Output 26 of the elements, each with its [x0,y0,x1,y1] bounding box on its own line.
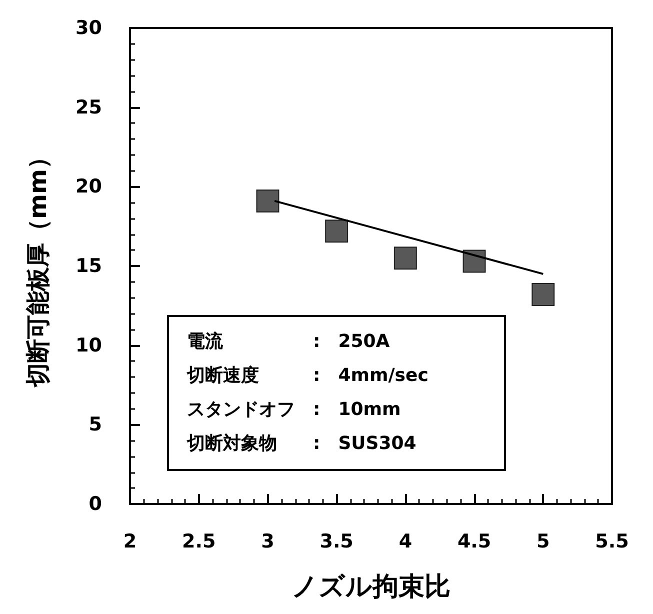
x-tick-label: 5.5 [595,530,629,552]
annotation: 電流 : 250A [187,330,391,354]
point [462,250,486,273]
y-tick-label: 15 [76,255,102,277]
point [256,189,280,212]
y-tick-label: 25 [76,96,102,118]
x-tick-label: 4 [398,530,412,552]
x-tick-label: 2 [123,530,137,552]
x-tick-label: 4.5 [457,530,492,552]
annotation: スタンドオフ : 10mm [187,398,402,422]
y-tick-label: 0 [88,493,102,515]
x-tick-label: 3 [261,530,274,552]
annotation: 切断速度 : 4mm/sec [187,364,430,388]
point [394,246,417,270]
x-axis-title: ノズル拘束比 [292,572,450,602]
y-tick-label: 20 [76,176,102,198]
x-tick-label: 5 [536,530,550,552]
annotation: 切断対象物 : SUS304 [187,432,418,456]
point [532,283,555,306]
x-tick-label: 2.5 [182,530,216,552]
y-tick-label: 10 [76,334,102,356]
x-tick-label: 3.5 [320,530,354,552]
y-tick-label: 5 [88,414,102,436]
y-tick-label: 30 [76,17,102,39]
y-axis-title: 切断可能板厚（mm） [24,144,52,388]
point [325,220,348,243]
